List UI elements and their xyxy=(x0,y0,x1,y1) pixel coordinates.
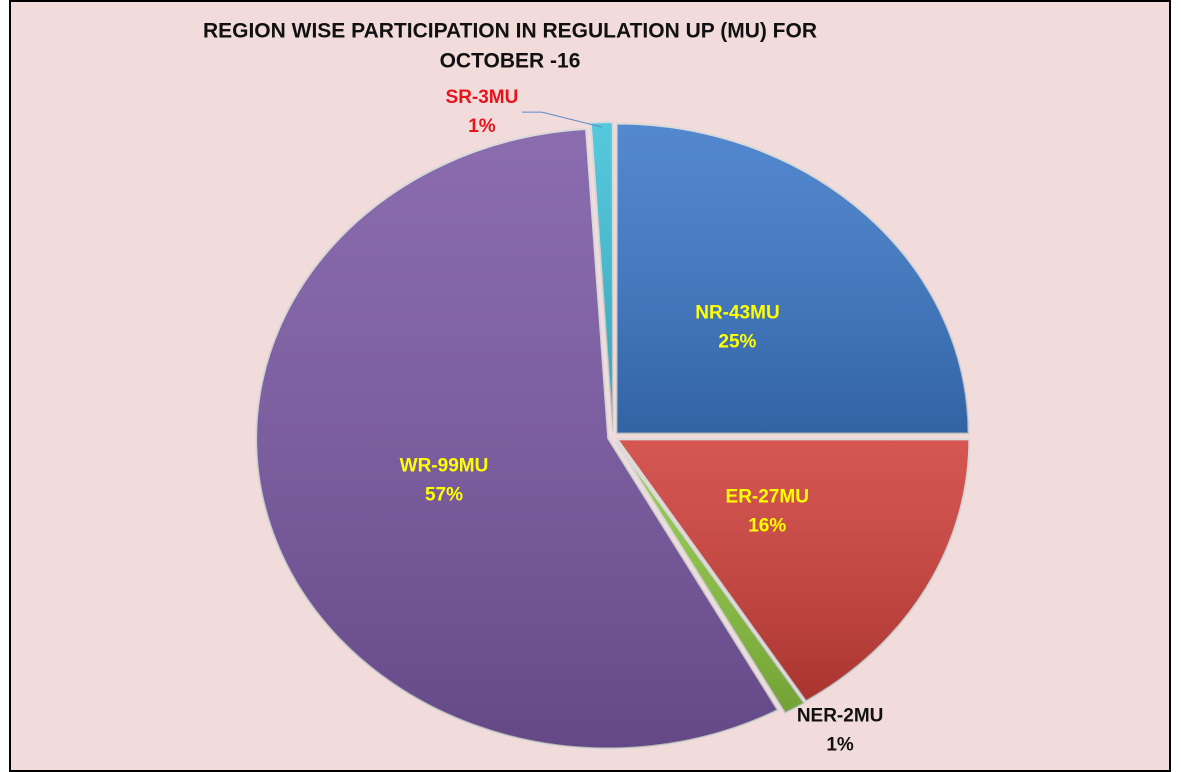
data-label: 16% xyxy=(748,516,786,537)
chart-title: OCTOBER -16 xyxy=(440,50,581,73)
data-label: 25% xyxy=(718,331,756,352)
data-label: 1% xyxy=(826,735,854,756)
data-label: 57% xyxy=(425,484,463,505)
data-label: WR-99MU xyxy=(400,455,489,476)
data-label: 1% xyxy=(468,116,496,137)
chart-title: REGION WISE PARTICIPATION IN REGULATION … xyxy=(203,20,817,43)
data-label: NR-43MU xyxy=(695,302,779,323)
leader-line xyxy=(521,111,603,128)
data-label: NER-2MU xyxy=(797,706,884,727)
data-label: SR-3MU xyxy=(446,87,519,108)
data-label: ER-27MU xyxy=(726,487,809,508)
